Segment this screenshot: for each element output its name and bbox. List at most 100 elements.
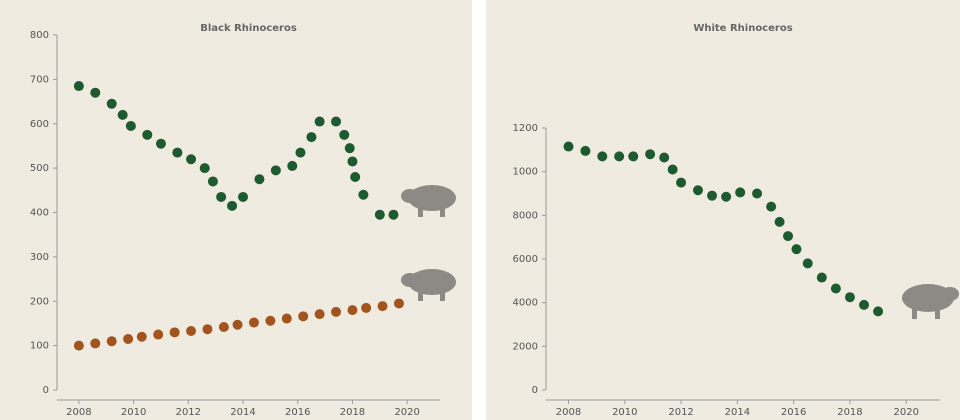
x-tick-label: 2010 <box>121 407 146 418</box>
point <box>331 116 342 127</box>
y-tick-label: 700 <box>30 74 49 85</box>
point <box>73 340 84 351</box>
y-tick-label: 0 <box>43 385 49 396</box>
y-tick-label: 6000 <box>513 254 538 265</box>
point <box>783 231 794 242</box>
point <box>248 317 259 328</box>
point <box>238 191 249 202</box>
rhino-icon <box>401 185 456 217</box>
x-tick-label: 2010 <box>612 407 637 418</box>
y-tick-label: 100 <box>30 341 49 352</box>
chart-title: Black Rhinoceros <box>200 23 297 34</box>
point <box>580 145 591 156</box>
point <box>614 151 625 162</box>
point <box>295 147 306 158</box>
y-tick-label: 2000 <box>513 341 538 352</box>
point <box>347 156 358 167</box>
chart-title: White Rhinoceros <box>693 23 792 34</box>
x-tick-label: 2014 <box>230 407 255 418</box>
point <box>202 324 213 335</box>
point <box>873 306 884 317</box>
y-tick-label: 400 <box>30 208 49 219</box>
y-tick-label: 600 <box>30 119 49 130</box>
y-tick-label: 500 <box>30 163 49 174</box>
x-tick-label: 2008 <box>556 407 581 418</box>
x-tick-label: 2018 <box>837 407 862 418</box>
point <box>735 187 746 198</box>
y-tick-label: 8000 <box>513 210 538 221</box>
point <box>207 176 218 187</box>
point <box>774 216 785 227</box>
point <box>314 116 325 127</box>
point <box>90 87 101 98</box>
point <box>117 109 128 120</box>
point <box>90 338 101 349</box>
point <box>344 143 355 154</box>
point <box>350 172 361 182</box>
point <box>358 189 369 200</box>
point <box>597 151 608 162</box>
point <box>172 147 183 158</box>
point <box>752 188 763 199</box>
point <box>106 98 117 109</box>
point <box>377 301 388 312</box>
point <box>136 331 147 342</box>
point <box>361 302 372 313</box>
x-tick-label: 2020 <box>394 407 419 418</box>
panel <box>0 0 472 420</box>
point <box>314 309 325 320</box>
point <box>645 149 656 160</box>
point <box>563 141 574 152</box>
point <box>106 336 117 347</box>
y-tick-label: 800 <box>30 30 49 41</box>
point <box>125 120 136 131</box>
point <box>265 315 276 326</box>
rhino-icon <box>902 284 959 319</box>
point <box>232 319 243 330</box>
point <box>281 313 292 324</box>
point <box>707 190 718 201</box>
point <box>802 258 813 269</box>
point <box>339 129 350 140</box>
point <box>186 154 197 165</box>
point <box>676 177 687 188</box>
point <box>254 174 265 185</box>
x-tick-label: 2008 <box>66 407 91 418</box>
x-tick-label: 2016 <box>285 407 310 418</box>
point <box>791 244 802 255</box>
x-tick-label: 2020 <box>894 407 919 418</box>
point <box>123 333 134 344</box>
y-tick-label: 200 <box>30 296 49 307</box>
x-tick-label: 2018 <box>340 407 365 418</box>
point <box>218 321 229 332</box>
x-tick-label: 2012 <box>176 407 201 418</box>
point <box>270 165 281 176</box>
panel <box>486 0 960 420</box>
point <box>199 163 210 174</box>
point <box>628 151 639 162</box>
point <box>347 305 358 316</box>
point <box>816 272 827 283</box>
point <box>169 327 180 338</box>
point <box>227 200 238 211</box>
y-tick-label: 1000 <box>513 167 538 178</box>
point <box>306 132 317 143</box>
x-tick-label: 2014 <box>725 407 750 418</box>
point <box>287 160 298 171</box>
point <box>667 164 678 175</box>
y-tick-label: 0 <box>532 385 538 396</box>
point <box>73 81 84 92</box>
point <box>331 306 342 317</box>
point <box>859 299 870 310</box>
point <box>155 138 166 149</box>
point <box>766 201 777 212</box>
y-tick-label: 4000 <box>513 298 538 309</box>
point <box>659 152 670 163</box>
point <box>153 329 164 340</box>
point <box>692 185 703 196</box>
point <box>721 191 732 202</box>
point <box>298 311 309 322</box>
rhino-icon <box>401 269 456 301</box>
point <box>216 191 227 202</box>
